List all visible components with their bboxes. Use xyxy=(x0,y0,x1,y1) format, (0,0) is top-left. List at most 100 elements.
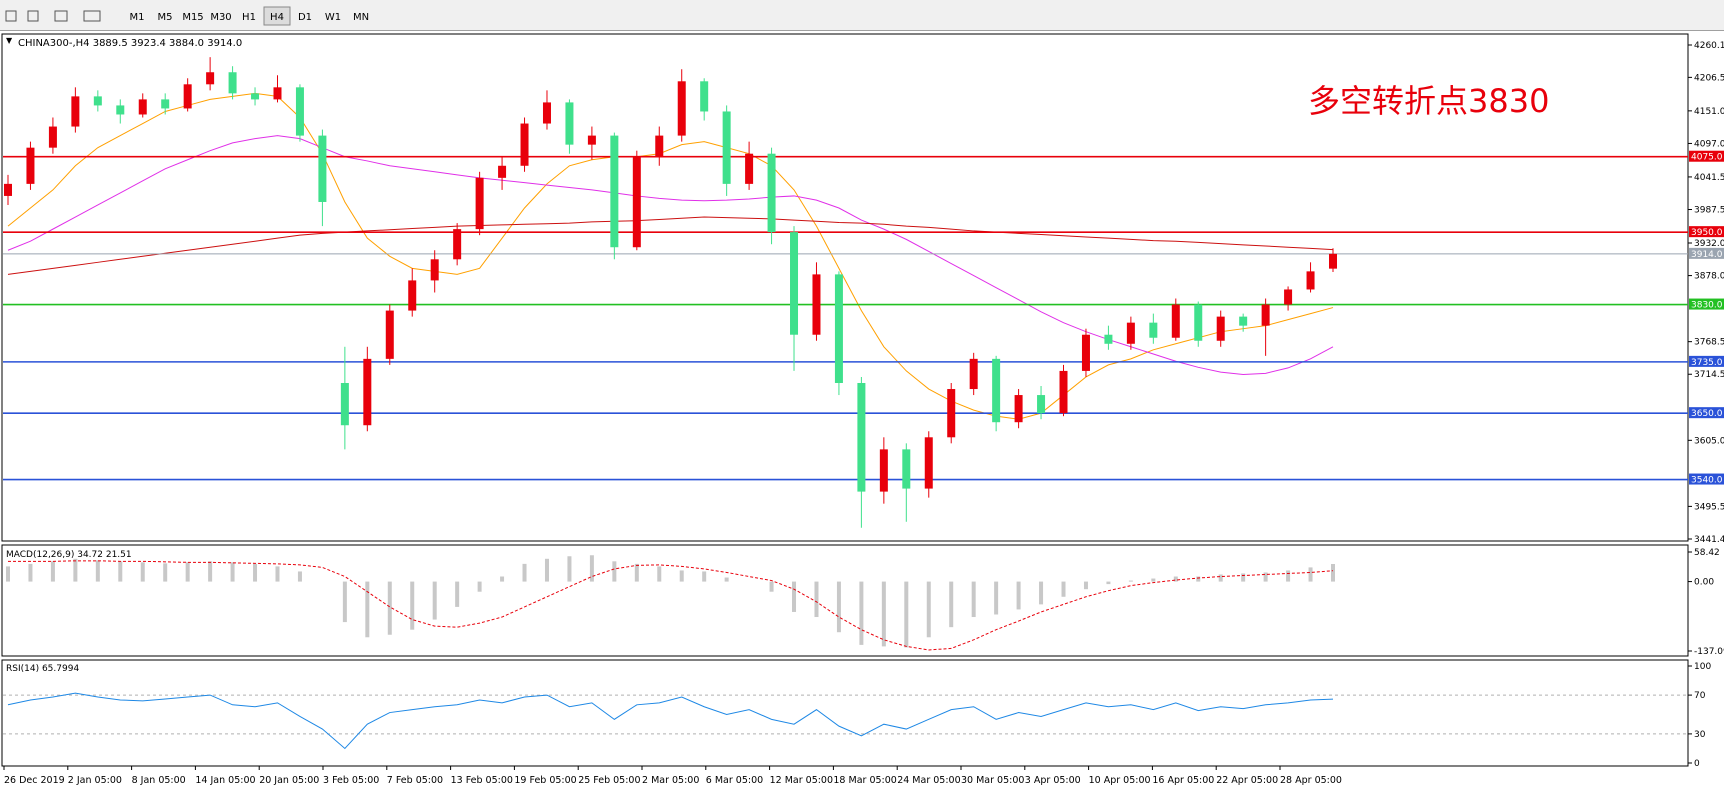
y-tick-label: 4041.5 xyxy=(1694,173,1724,183)
y-tick-label: 3605.0 xyxy=(1694,436,1724,446)
timeframe-button[interactable] xyxy=(320,7,346,25)
tool-icon[interactable] xyxy=(83,10,101,22)
candle-body xyxy=(767,153,776,233)
timeframe-button[interactable] xyxy=(208,7,234,25)
moving-average xyxy=(7,92,1334,420)
timeframe-label[interactable]: H1 xyxy=(242,12,256,23)
macd-bar xyxy=(1331,564,1335,582)
macd-bar xyxy=(1128,580,1133,582)
level-tag xyxy=(1689,226,1724,238)
candle-body xyxy=(610,135,619,248)
macd-bar xyxy=(118,561,123,582)
x-tick-label: 28 Apr 05:00 xyxy=(1280,775,1342,786)
y-tick-label: 4097.0 xyxy=(1694,139,1724,149)
macd-bar xyxy=(612,561,617,582)
candle-body xyxy=(879,449,888,492)
level-tag xyxy=(1689,150,1724,162)
candle-body xyxy=(183,84,192,109)
macd-bar xyxy=(949,581,954,628)
macd-bar xyxy=(814,581,819,618)
macd-bar xyxy=(163,563,168,582)
macd-bar xyxy=(1286,570,1291,582)
x-tick-label: 26 Dec 2019 xyxy=(4,775,65,786)
x-tick-label: 13 Feb 05:00 xyxy=(451,775,513,786)
level-label: 3950.0 xyxy=(1691,228,1723,238)
macd-bar xyxy=(1241,573,1246,582)
candle-body xyxy=(48,126,57,148)
candle-body xyxy=(273,87,282,100)
candle-body xyxy=(1126,322,1135,344)
candle-body xyxy=(475,177,484,230)
candle-body xyxy=(93,96,102,106)
macd-bar xyxy=(275,566,280,582)
y-tick-label: 70 xyxy=(1694,691,1706,701)
macd-bar xyxy=(28,563,33,582)
collapse-arrow[interactable]: ▼ xyxy=(6,36,13,45)
macd-bar xyxy=(1061,581,1066,597)
timeframe-label[interactable]: M1 xyxy=(130,12,145,23)
level-label: 4075.0 xyxy=(1691,153,1723,163)
macd-bar xyxy=(634,563,639,582)
level-label: 3735.0 xyxy=(1691,358,1723,368)
candle-body xyxy=(1149,322,1158,338)
timeframe-button[interactable] xyxy=(124,7,150,25)
candle-body xyxy=(834,274,843,383)
y-tick-label: 3714.5 xyxy=(1694,370,1724,380)
y-tick-label: 3768.5 xyxy=(1694,338,1724,348)
candle-body xyxy=(1216,316,1225,341)
timeframe-label[interactable]: M15 xyxy=(182,12,203,23)
candle-body xyxy=(385,310,394,359)
timeframe-label[interactable]: M5 xyxy=(158,12,173,23)
timeframe-label[interactable]: D1 xyxy=(298,12,312,23)
candle-body xyxy=(745,153,754,184)
candle-body xyxy=(453,229,462,260)
macd-bar xyxy=(185,562,190,582)
macd-bar xyxy=(1106,581,1111,585)
candle-body xyxy=(1194,304,1203,341)
macd-bar xyxy=(50,561,55,582)
timeframe-button[interactable] xyxy=(292,7,318,25)
timeframe-label[interactable]: M30 xyxy=(210,12,231,23)
candle-body xyxy=(1261,304,1270,326)
candle-body xyxy=(1037,395,1046,414)
candle-body xyxy=(924,437,933,489)
timeframe-label[interactable]: W1 xyxy=(325,12,341,23)
timeframe-button[interactable] xyxy=(236,7,262,25)
candle-body xyxy=(632,156,641,248)
candle-body xyxy=(340,382,349,426)
chart-header: CHINA300-,H4 3889.5 3923.4 3884.0 3914.0 xyxy=(18,38,242,49)
x-tick-label: 2 Mar 05:00 xyxy=(642,775,699,786)
tool-icon[interactable] xyxy=(27,10,39,22)
macd-signal xyxy=(8,560,1334,651)
timeframe-label[interactable]: MN xyxy=(353,12,369,23)
level-tag xyxy=(1689,247,1724,259)
tool-icon[interactable] xyxy=(54,10,68,22)
timeframe-button[interactable] xyxy=(263,6,291,26)
x-tick-label: 3 Feb 05:00 xyxy=(323,775,379,786)
timeframe-button[interactable] xyxy=(152,7,178,25)
macd-bar xyxy=(1263,572,1268,582)
macd-bar xyxy=(702,571,707,582)
macd-bar xyxy=(1218,574,1223,582)
macd-bar xyxy=(1308,567,1313,582)
y-tick-label: 0.00 xyxy=(1694,578,1714,588)
timeframe-button[interactable] xyxy=(348,7,374,25)
macd-bar xyxy=(971,581,976,618)
timeframe-label[interactable]: H4 xyxy=(270,12,284,23)
candle-body xyxy=(790,232,799,335)
x-tick-label: 10 Apr 05:00 xyxy=(1089,775,1151,786)
candle-body xyxy=(116,105,125,115)
level-tag xyxy=(1689,407,1724,419)
candle-body xyxy=(542,102,551,124)
timeframe-button[interactable] xyxy=(180,7,206,25)
candle-body xyxy=(520,123,529,166)
x-tick-label: 6 Mar 05:00 xyxy=(706,775,763,786)
timeframe-bar: M1 M5 M15 M30 H1 H4 D1 W1 MN xyxy=(124,6,374,26)
candle-body xyxy=(318,135,327,202)
candle-body xyxy=(812,274,821,335)
rsi-line xyxy=(7,692,1334,750)
macd-bar xyxy=(1039,581,1044,605)
tool-icon[interactable] xyxy=(5,10,17,22)
annotation: 多空转折点3830 xyxy=(1308,82,1549,120)
